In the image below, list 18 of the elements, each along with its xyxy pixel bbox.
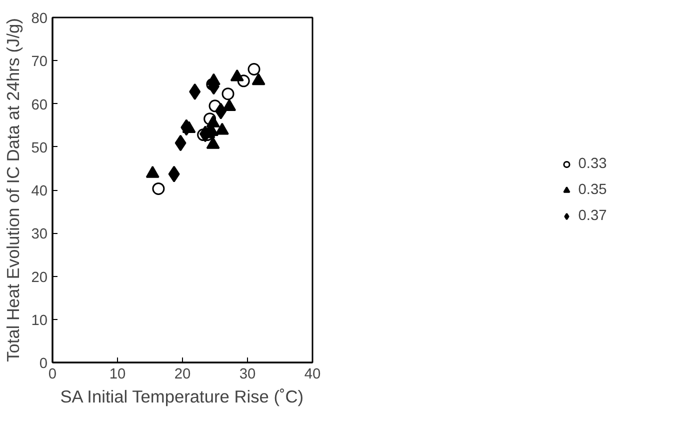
y-tick-label: 30 bbox=[31, 226, 48, 243]
x-tick-label: 30 bbox=[239, 366, 256, 382]
x-axis-title: SA Initial Temperature Rise (˚C) bbox=[60, 386, 304, 406]
legend-label: 0.33 bbox=[578, 156, 607, 172]
y-tick-label: 80 bbox=[31, 11, 48, 27]
x-tick-label: 40 bbox=[304, 366, 321, 382]
y-tick-label: 10 bbox=[31, 312, 48, 329]
y-tick-label: 0 bbox=[39, 356, 48, 372]
y-tick-label: 50 bbox=[31, 140, 48, 156]
legend-label: 0.37 bbox=[578, 208, 607, 224]
x-tick-label: 20 bbox=[174, 366, 191, 382]
y-axis-title: Total Heat Evolution of IC Data at 24hrs (J/g) bbox=[3, 18, 24, 362]
y-tick-label: 60 bbox=[31, 97, 48, 114]
legend-label: 0.35 bbox=[578, 182, 607, 198]
y-tick-label: 70 bbox=[31, 54, 48, 70]
y-tick-label: 40 bbox=[31, 184, 48, 200]
y-tick-label: 20 bbox=[31, 270, 48, 286]
x-tick-label: 10 bbox=[109, 366, 126, 382]
